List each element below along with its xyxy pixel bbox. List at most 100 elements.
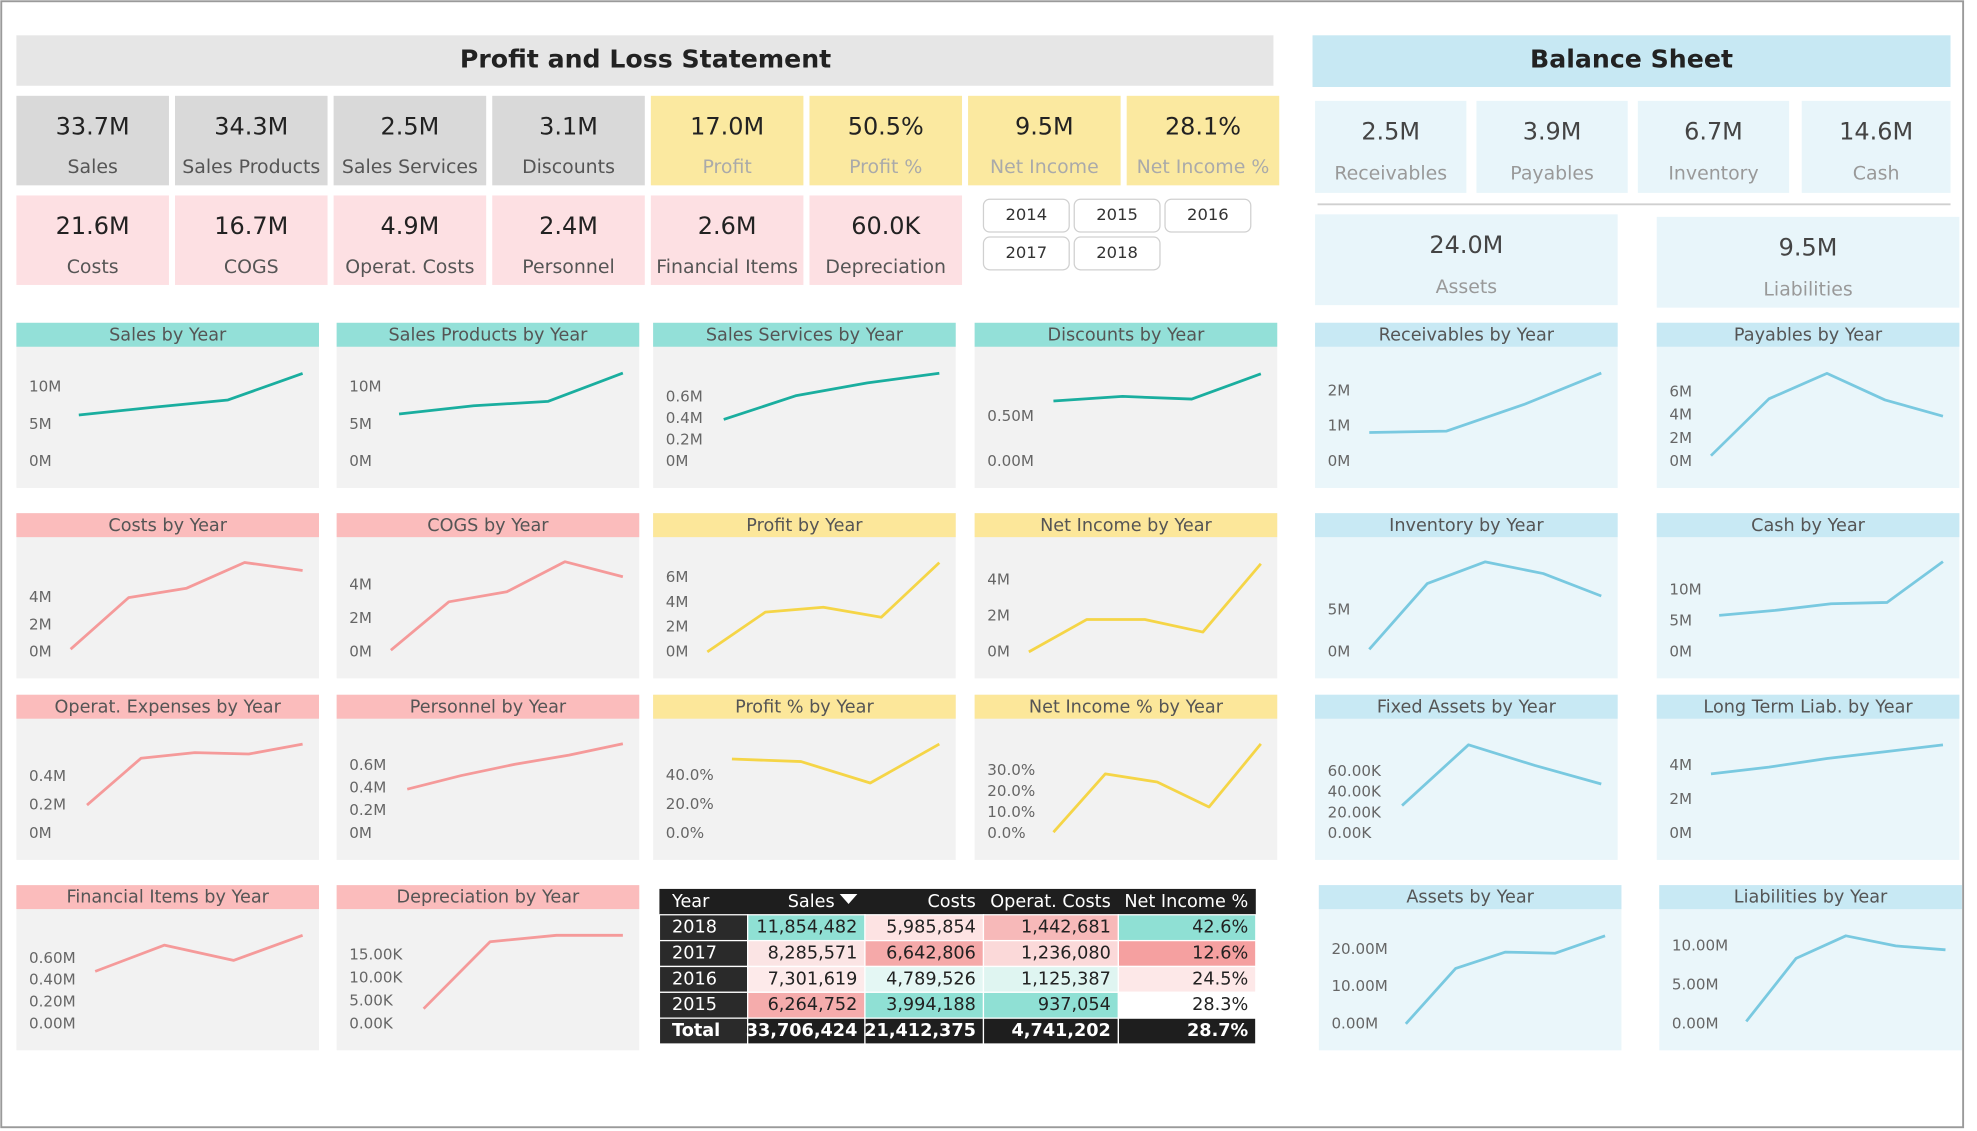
bs-header-bg	[1312, 35, 1951, 87]
y-tick-label: 40.0%	[666, 766, 714, 784]
chart-panel	[1315, 513, 1618, 679]
y-tick-label: 0.00M	[1331, 1014, 1378, 1032]
table-cell-text: 8,285,571	[768, 944, 858, 964]
year-button-label[interactable]: 2017	[1005, 243, 1047, 262]
year-button[interactable]	[1073, 198, 1161, 233]
y-tick-label: 2M	[349, 609, 372, 627]
table-cell-text: 3,994,188	[886, 995, 976, 1015]
y-tick-label: 2M	[666, 618, 689, 636]
year-button[interactable]	[1164, 198, 1252, 233]
table-cell-text: 4,789,526	[886, 969, 976, 989]
chart-title-bg	[653, 694, 956, 719]
line	[86, 742, 303, 807]
line	[69, 561, 303, 651]
line	[398, 371, 624, 416]
line	[723, 371, 940, 421]
kpi-tile	[1315, 214, 1618, 306]
y-tick-label: 2M	[987, 606, 1010, 624]
kpi-label: Personnel	[522, 256, 614, 278]
y-tick-label: 2M	[29, 615, 52, 633]
chart-title-bg	[974, 694, 1278, 719]
chart-panel	[1318, 885, 1622, 1051]
y-tick-label: 0.0%	[666, 824, 704, 842]
kpi-label: Net Income %	[1137, 156, 1270, 178]
y-tick-label: 40.00K	[1328, 783, 1382, 801]
chart-title: Inventory by Year	[1389, 516, 1544, 536]
sort-arrow[interactable]	[839, 893, 858, 905]
kpi-value: 60.0K	[851, 212, 921, 240]
chart-title-bg	[16, 885, 319, 910]
chart-title: Net Income % by Year	[1029, 697, 1224, 717]
y-tick-label: 0M	[29, 642, 52, 660]
chart-panel	[653, 694, 956, 860]
table-cell	[1117, 1017, 1257, 1045]
table-cell-text: 4,741,202	[1011, 1021, 1110, 1041]
kpi-tile	[809, 195, 963, 285]
kpi-label: Liabilities	[1763, 278, 1852, 300]
y-tick-label: 5M	[1328, 601, 1351, 619]
kpi-tile	[492, 95, 645, 186]
pl-header-bg	[16, 35, 1274, 86]
kpi-tile	[1476, 100, 1628, 193]
year-button[interactable]	[982, 236, 1070, 271]
chart-panel	[336, 694, 640, 860]
y-tick-label: 20.0%	[666, 795, 714, 813]
y-tick-label: 5M	[349, 415, 372, 433]
kpi-label: Assets	[1436, 276, 1498, 298]
chart-title-bg	[1315, 694, 1618, 719]
y-tick-label: 0M	[29, 452, 52, 470]
y-tick-label: 5.00K	[349, 991, 394, 1009]
y-tick-label: 0M	[666, 452, 689, 470]
table-cell	[982, 1017, 1119, 1045]
chart-title-bg	[974, 322, 1278, 347]
kpi-tile	[650, 95, 804, 186]
table-cell-text: 28.7%	[1187, 1021, 1249, 1041]
chart-title-bg	[336, 694, 640, 719]
chart-title-bg	[336, 885, 640, 910]
chart-title: Sales by Year	[109, 325, 227, 345]
chart-title-bg	[1656, 513, 1960, 538]
kpi-value: 24.0M	[1429, 231, 1503, 259]
kpi-tile	[16, 195, 169, 285]
chart-title: Sales Services by Year	[706, 325, 904, 345]
kpi-label: Net Income	[990, 156, 1099, 178]
kpi-label: Cash	[1853, 162, 1900, 184]
line	[1710, 743, 1944, 776]
chart-title-bg	[1318, 885, 1622, 910]
y-tick-label: 0.0%	[987, 824, 1025, 842]
table-header: Costs	[927, 892, 975, 912]
year-button-label[interactable]: 2018	[1096, 243, 1138, 262]
y-tick-label: 4M	[1669, 406, 1692, 424]
year-button-label[interactable]: 2016	[1187, 205, 1229, 224]
table-cell-text: 5,985,854	[886, 918, 976, 938]
year-button[interactable]	[982, 198, 1070, 233]
y-tick-label: 20.00M	[1331, 940, 1387, 958]
line	[1369, 371, 1602, 434]
table-year: 2018	[672, 918, 717, 938]
y-tick-label: 0.2M	[349, 801, 386, 819]
y-tick-label: 2M	[1328, 381, 1351, 399]
table-cell-text: 42.6%	[1192, 918, 1248, 938]
chart-panel	[1656, 513, 1960, 679]
kpi-label: Depreciation	[825, 256, 946, 278]
kpi-tile	[175, 195, 328, 285]
kpi-tile	[333, 195, 487, 285]
year-button[interactable]	[1073, 236, 1161, 271]
y-tick-label: 0.20M	[29, 992, 76, 1010]
chart-title: Long Term Liab. by Year	[1703, 697, 1913, 717]
table-year-cell	[658, 965, 749, 993]
line	[406, 742, 624, 791]
chart-title-bg	[1659, 885, 1962, 910]
year-button-label[interactable]: 2015	[1096, 205, 1138, 224]
chart-panel	[16, 885, 319, 1051]
y-tick-label: 0M	[349, 452, 372, 470]
kpi-value: 9.5M	[1779, 233, 1838, 261]
kpi-label: COGS	[224, 256, 279, 278]
year-button-label[interactable]: 2014	[1005, 205, 1047, 224]
bs-header: Balance Sheet	[1530, 45, 1733, 74]
y-tick-label: 0.00M	[1672, 1014, 1719, 1032]
y-tick-label: 6M	[666, 568, 689, 586]
table-year: 2015	[672, 995, 717, 1015]
kpi-label: Operat. Costs	[345, 256, 474, 278]
kpi-label: Inventory	[1668, 162, 1758, 184]
